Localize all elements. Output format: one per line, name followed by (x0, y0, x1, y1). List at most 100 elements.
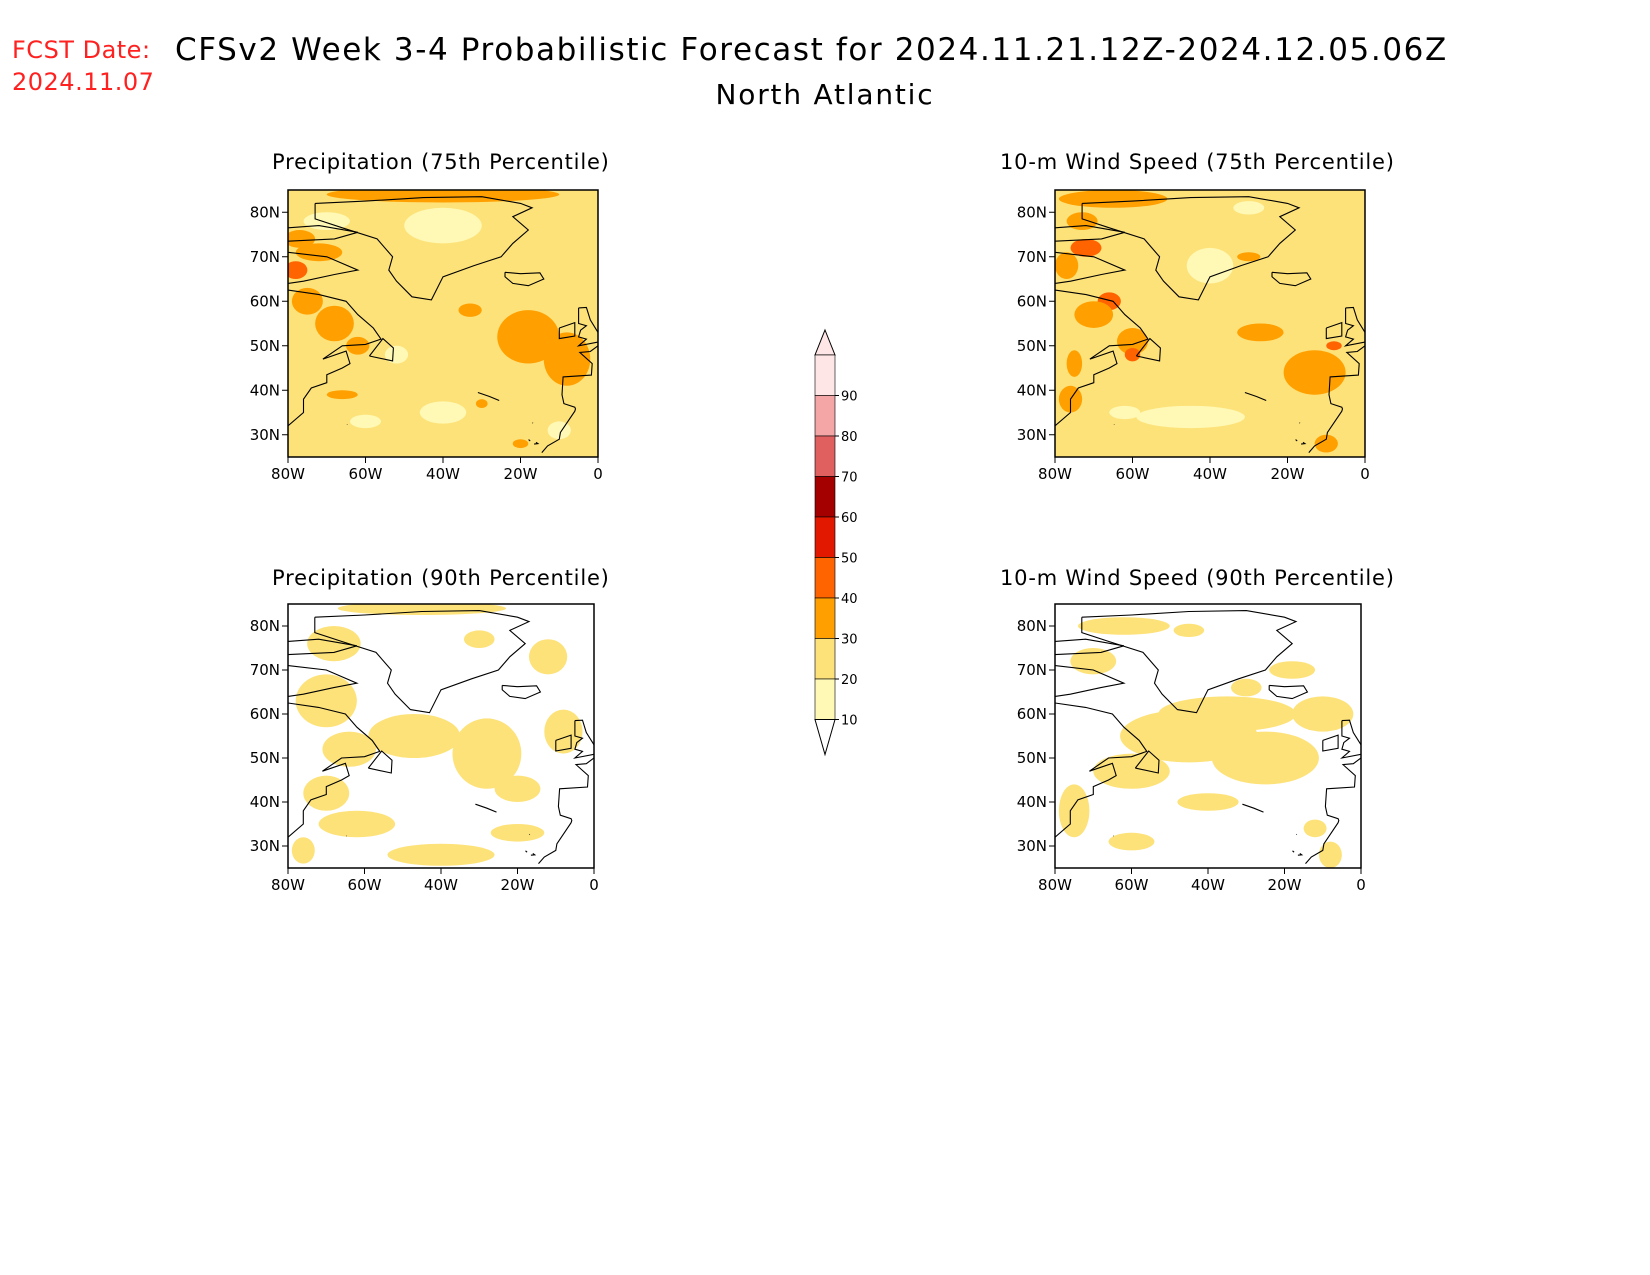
colorbar-segment (814, 476, 836, 518)
colorbar-label: 80 (841, 430, 858, 445)
coastline (1301, 441, 1307, 445)
coastlines (1055, 610, 1361, 864)
coastline (288, 638, 358, 656)
coastline (288, 251, 360, 284)
coastline (1242, 803, 1264, 813)
lon-tick-label: 40W (424, 876, 458, 894)
probability-contour (1177, 793, 1239, 811)
lon-tick-label: 20W (504, 465, 538, 483)
probability-contour (337, 604, 506, 615)
coastline (288, 225, 358, 242)
panel-title-precip90: Precipitation (90th Percentile) (272, 566, 610, 590)
fcst-date-label: FCST Date: (12, 36, 151, 64)
colorbar-segment (814, 354, 836, 396)
coastline (314, 196, 534, 301)
probability-contour (1173, 623, 1205, 637)
lat-tick-label: 30N (250, 426, 280, 444)
shaded-field (1055, 190, 1365, 457)
coastline (525, 850, 528, 853)
lat-tick-label: 30N (1017, 426, 1047, 444)
probability-contour (452, 718, 522, 789)
lon-tick-label: 60W (1115, 876, 1149, 894)
probability-contour (544, 709, 583, 754)
probability-contour (1237, 323, 1284, 342)
colorbar-segment (814, 597, 836, 639)
probability-contour (288, 261, 308, 279)
lat-tick-label: 50N (250, 749, 280, 767)
coastlines (1055, 196, 1365, 453)
probability-contour (1093, 753, 1170, 789)
probability-contour (291, 837, 315, 864)
coastline (541, 345, 598, 453)
lon-tick-label: 0 (1356, 876, 1366, 894)
coastline (368, 337, 394, 362)
coastline (501, 684, 542, 700)
lat-tick-label: 80N (250, 617, 280, 635)
lat-tick-label: 80N (250, 203, 280, 221)
colorbar-label: 30 (841, 633, 858, 648)
coastline (534, 441, 540, 445)
lat-tick-label: 80N (1017, 617, 1047, 635)
probability-contour (322, 731, 376, 767)
coastline (1305, 757, 1361, 864)
coastline (572, 719, 594, 759)
lat-tick-label: 70N (1017, 248, 1047, 266)
lon-tick-label: 20W (1268, 876, 1302, 894)
coastline (367, 750, 393, 774)
coastline (1268, 684, 1309, 700)
lon-tick-label: 0 (593, 465, 603, 483)
lon-tick-label: 60W (1116, 465, 1150, 483)
coastline (504, 271, 545, 287)
probability-contour (458, 303, 482, 317)
probability-contour (1109, 405, 1141, 420)
colorbar-segment (814, 638, 836, 680)
colorbar-label: 70 (841, 471, 858, 486)
colorbar-label: 20 (841, 673, 858, 688)
probability-contour (295, 243, 343, 262)
coastline (314, 610, 531, 714)
probability-contour (490, 824, 545, 842)
coastline (475, 803, 497, 813)
colorbar-segment (814, 395, 836, 437)
lon-tick-label: 80W (271, 465, 305, 483)
lon-tick-label: 0 (1360, 465, 1370, 483)
coastline (1308, 345, 1365, 453)
coastline (1055, 702, 1148, 838)
probability-contour (1124, 347, 1141, 362)
probability-contour (1233, 201, 1265, 215)
coastline (1322, 734, 1339, 752)
probability-contour (1292, 696, 1354, 732)
probability-contour (387, 843, 495, 866)
coastline (1055, 289, 1149, 427)
figure-title: CFSv2 Week 3-4 Probabilistic Forecast fo… (175, 32, 1448, 68)
lat-tick-label: 60N (1017, 705, 1047, 723)
probability-contour (1211, 731, 1319, 785)
probability-contour (497, 310, 560, 364)
coastline (288, 702, 381, 838)
coastlines (288, 610, 594, 864)
probability-contour (1117, 327, 1148, 355)
lat-tick-label: 60N (250, 292, 280, 310)
coastline (530, 853, 537, 856)
coastline (1244, 391, 1267, 402)
lon-tick-label: 60W (349, 465, 383, 483)
probability-contour (326, 190, 560, 203)
probability-contour (1077, 617, 1170, 635)
colorbar-segment (814, 435, 836, 477)
probability-contour (288, 230, 316, 248)
coastline (1297, 853, 1304, 856)
colorbar-top-arrow (814, 328, 836, 356)
panel-title-wind75: 10-m Wind Speed (75th Percentile) (1000, 150, 1395, 174)
coastline (288, 665, 359, 697)
probability-contour (512, 439, 529, 449)
probability-contour (1108, 832, 1155, 851)
lat-tick-label: 70N (250, 248, 280, 266)
panel-title-precip75: Precipitation (75th Percentile) (272, 150, 610, 174)
lat-tick-label: 70N (250, 661, 280, 679)
coastline (538, 757, 594, 864)
coastline (528, 439, 531, 442)
lon-tick-label: 60W (348, 876, 382, 894)
colorbar-segment (814, 678, 836, 720)
lat-tick-label: 30N (250, 837, 280, 855)
probability-contour (1058, 190, 1168, 208)
